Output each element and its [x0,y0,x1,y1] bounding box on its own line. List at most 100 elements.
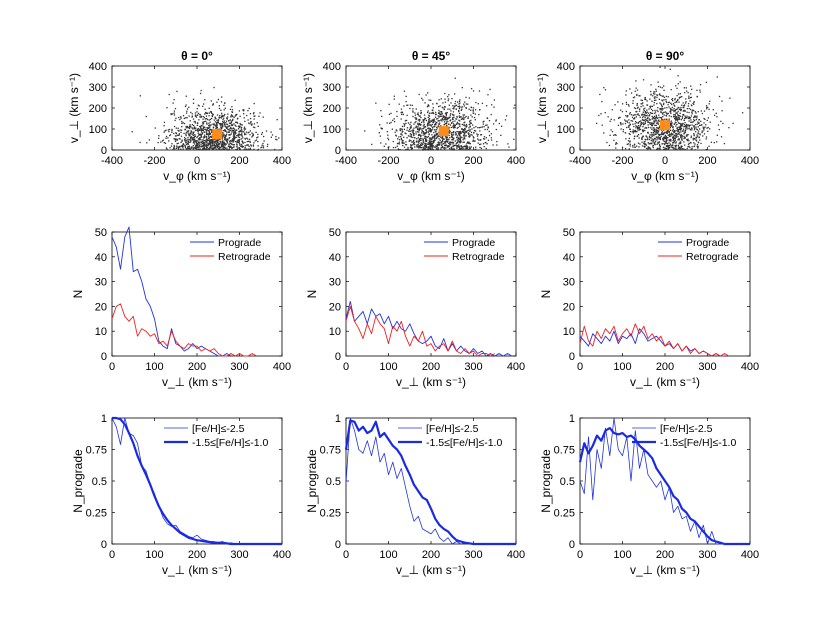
scatter-point [429,120,431,122]
scatter-point [652,131,655,133]
scatter-point [505,115,508,117]
scatter-point [654,93,656,95]
scatter-point [483,120,485,122]
scatter-point [220,122,222,125]
scatter-point [189,125,191,127]
scatter-point [485,105,488,107]
scatter-point [628,137,630,140]
scatter-point [221,124,224,126]
scatter-point [658,134,660,137]
scatter-point [470,122,472,124]
scatter-point [383,145,385,147]
scatter-point [445,116,447,118]
scatter-point [423,148,425,150]
scatter-point [223,146,225,149]
scatter-point [207,139,209,142]
y-tick-label: 0 [569,145,575,157]
scatter-point [212,140,214,142]
scatter-point [420,146,422,148]
scatter-point [236,122,239,124]
scatter-point [408,149,411,151]
scatter-point [205,146,208,148]
scatter-point [208,137,210,139]
scatter-point [405,143,407,146]
scatter-point [603,87,605,89]
scatter-point [407,122,410,124]
scatter-point [458,110,460,113]
scatter-point [400,135,402,138]
scatter-point [413,123,415,125]
scatter-point [216,146,218,148]
scatter-point [652,116,654,119]
scatter-point [233,123,235,125]
scatter-point [470,131,473,133]
scatter-point [651,136,653,138]
scatter-point [405,119,408,122]
scatter-point [697,135,699,137]
scatter-point [656,143,658,145]
scatter-point [405,95,407,98]
scatter-point [451,133,453,136]
scatter-point [639,128,642,131]
scatter-point [192,147,195,149]
scatter-point [228,129,231,131]
scatter-point [694,115,696,117]
scatter-point [666,145,669,148]
scatter-point [477,142,479,144]
scatter-point [148,139,151,141]
scatter-point [239,124,242,126]
scatter-point [403,90,406,92]
scatter-point [471,124,474,126]
scatter-point [684,131,687,133]
scatter-point [409,127,412,129]
scatter-point [401,129,403,131]
scatter-point [414,121,416,124]
scatter-point [198,144,200,146]
scatter-point [636,110,638,113]
scatter-point [202,144,205,147]
scatter-point [440,115,442,117]
scatter-point [230,114,233,116]
scatter-point [671,142,674,144]
scatter-point [648,135,651,138]
scatter-point [460,140,462,143]
scatter-point [452,138,454,140]
scatter-point [194,141,196,143]
scatter-point [209,125,211,127]
scatter-point [459,132,461,134]
scatter-point [663,148,665,151]
scatter-point [399,129,402,132]
scatter-point [654,109,656,112]
scatter-point [636,149,639,151]
y-tick-label: 20 [95,301,107,313]
mean-marker [660,120,670,131]
scatter-point [420,124,422,126]
scatter-point [247,138,249,140]
scatter-point [673,104,675,106]
scatter-point [638,121,640,123]
scatter-point [654,120,656,123]
scatter-point [642,108,645,110]
scatter-point [226,142,229,144]
scatter-point [694,127,696,130]
scatter-point [604,111,606,114]
scatter-point [451,113,454,116]
scatter-point [395,135,398,137]
scatter-point [206,141,208,143]
scatter-point [670,135,672,137]
scatter-point [428,137,431,139]
scatter-point [230,121,232,124]
scatter-point [691,110,693,112]
scatter-point [609,134,611,136]
scatter-point [434,135,437,137]
scatter-point [433,135,435,137]
scatter-point [420,136,422,138]
scatter-point [672,109,674,111]
panel-title: θ = 90° [646,49,685,63]
scatter-point [638,137,640,139]
scatter-point [668,139,670,141]
scatter-point [209,143,211,145]
scatter-point [652,129,655,131]
scatter-point [671,106,673,109]
x-tick-label: 300 [230,361,248,373]
